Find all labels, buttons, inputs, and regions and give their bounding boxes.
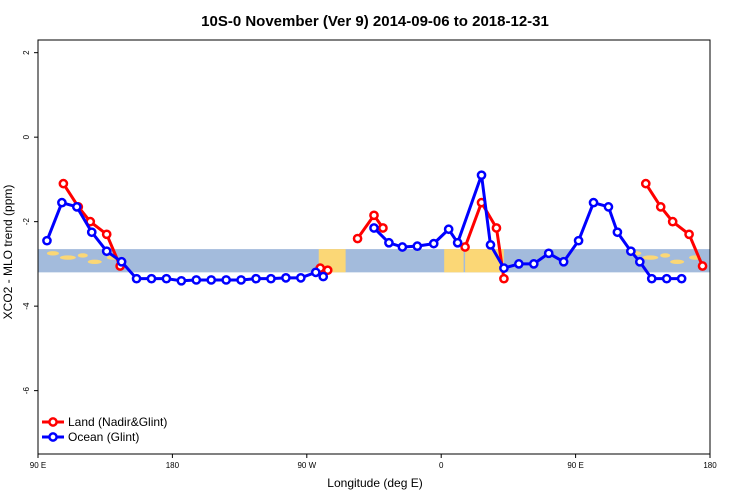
data-point <box>603 202 614 212</box>
data-point <box>397 242 408 252</box>
data-point <box>558 256 569 267</box>
legend: Land (Nadir&Glint)Ocean (Glint) <box>42 415 167 444</box>
x-tick-label: 0 <box>439 461 444 470</box>
map-land-block <box>465 249 504 273</box>
data-point <box>667 216 678 227</box>
legend-marker <box>48 432 58 442</box>
data-point <box>322 265 333 276</box>
y-tick-label: 2 <box>22 50 31 55</box>
data-point <box>646 273 657 284</box>
data-point <box>676 273 687 284</box>
series-ocean <box>42 170 687 286</box>
plot-frame <box>37 39 711 455</box>
data-point <box>514 259 524 269</box>
data-point <box>640 178 651 189</box>
map-island <box>59 255 76 260</box>
data-point <box>378 223 388 233</box>
data-point <box>655 202 666 212</box>
data-point <box>86 227 97 238</box>
data-point <box>71 202 82 212</box>
data-point <box>443 224 454 235</box>
data-point <box>588 197 599 208</box>
data-point <box>499 273 509 284</box>
data-point <box>42 235 52 246</box>
data-point <box>528 259 539 269</box>
legend-label: Land (Nadir&Glint) <box>68 415 167 429</box>
data-point <box>116 256 127 267</box>
data-point <box>58 178 69 189</box>
map-island <box>642 255 659 260</box>
data-point <box>101 246 112 257</box>
data-point <box>573 235 584 246</box>
legend-label: Ocean (Glint) <box>68 430 139 444</box>
data-point <box>369 210 379 221</box>
data-point <box>281 272 291 283</box>
x-axis-label: Longitude (deg E) <box>327 476 422 490</box>
data-point <box>684 229 694 240</box>
data-point <box>101 229 112 240</box>
data-point <box>251 273 261 284</box>
data-point <box>476 170 487 181</box>
y-tick-label: -6 <box>22 387 31 395</box>
data-point <box>295 272 306 283</box>
y-tick-label: -4 <box>22 302 31 310</box>
data-point <box>266 273 276 284</box>
chart-title: 10S-0 November (Ver 9) 2014-09-06 to 201… <box>201 13 549 30</box>
data-point <box>491 223 502 233</box>
series-line <box>463 201 506 279</box>
data-point <box>428 238 439 249</box>
axes: 90 E 180 90 W 0 90 E 180 2 0 -2 -4 -6 <box>22 39 717 470</box>
data-point <box>131 273 142 284</box>
data-point <box>697 261 708 271</box>
map-island <box>77 253 88 258</box>
data-point <box>318 271 329 282</box>
data-point <box>661 273 672 284</box>
data-point <box>626 246 636 257</box>
data-point <box>352 233 363 244</box>
map-strip <box>38 249 710 273</box>
map-island <box>660 253 671 258</box>
data-point <box>543 248 554 259</box>
data-point <box>191 275 202 285</box>
data-point <box>57 197 67 208</box>
map-island <box>670 259 685 264</box>
series-layer <box>42 170 708 286</box>
map-land-block <box>444 249 464 273</box>
data-point <box>452 237 463 248</box>
data-point <box>161 273 172 284</box>
y-tick-label: -2 <box>22 218 31 226</box>
data-point <box>236 275 246 285</box>
data-point <box>612 227 623 238</box>
map-island <box>46 251 59 256</box>
data-point <box>369 223 379 233</box>
x-tick-label: 90 E <box>30 461 46 470</box>
data-point <box>384 237 394 248</box>
map-ocean-band <box>38 249 710 273</box>
x-tick-label: 90 E <box>567 461 583 470</box>
x-tick-label: 180 <box>166 461 180 470</box>
legend-marker <box>48 417 58 427</box>
data-point <box>310 267 321 278</box>
data-point <box>412 241 423 252</box>
x-tick-label: 90 W <box>297 461 316 470</box>
data-point <box>206 275 217 285</box>
data-point <box>146 273 157 284</box>
map-island <box>87 259 102 264</box>
data-point <box>460 242 470 252</box>
data-point <box>499 263 509 273</box>
y-axis-label: XCO2 - MLO trend (ppm) <box>1 185 15 320</box>
x-tick-label: 180 <box>703 461 717 470</box>
data-point <box>221 275 232 285</box>
data-point <box>176 275 187 286</box>
data-point <box>485 240 496 250</box>
data-point <box>634 256 645 267</box>
y-tick-label: 0 <box>22 134 31 139</box>
